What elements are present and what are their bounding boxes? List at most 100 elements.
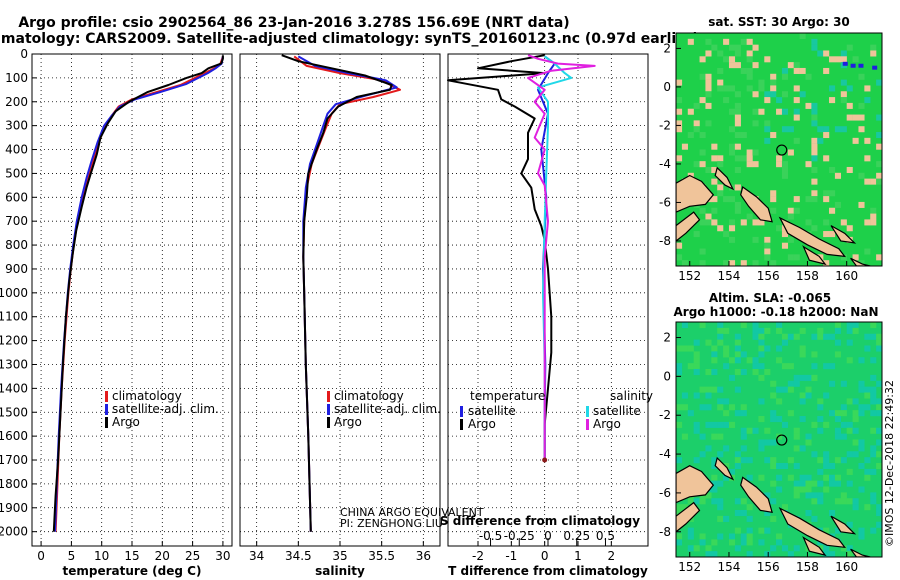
sla-map-cell: [740, 457, 747, 464]
sla-map-cell: [770, 380, 777, 387]
sst-map-cell: [870, 213, 877, 220]
temperature-legend-label-1: satellite-adj. clim.: [112, 402, 219, 416]
sla-map-cell: [864, 504, 871, 511]
sst-map-cell: [858, 102, 865, 109]
sst-map-blue-cell-1: [850, 63, 856, 68]
sst-map-cell: [858, 126, 865, 133]
sla-map-cell: [781, 545, 789, 552]
sla-map-cell: [811, 492, 818, 499]
sla-map-cell: [740, 533, 747, 540]
sst-map-cell: [805, 73, 812, 80]
legend-sal-swatch-0: [586, 406, 589, 417]
sla-map-cell: [793, 333, 800, 340]
sla-map-cell: [687, 410, 694, 417]
sla-map-cell: [834, 457, 841, 464]
sla-map-cell: [734, 333, 741, 340]
sst-map-cell: [781, 166, 789, 173]
sst-map-cell: [711, 178, 718, 185]
difference-xtick-label-3: 1: [574, 549, 582, 563]
sla-map-cell: [711, 369, 718, 376]
sst-map-cell: [823, 155, 830, 162]
sla-map-cell: [834, 527, 841, 534]
sst-map-cell: [817, 50, 824, 57]
sla-map-cell: [840, 410, 847, 417]
sla-map-cell: [840, 421, 847, 428]
sla-map-cell: [799, 474, 806, 481]
sla-map-cell: [740, 404, 747, 411]
sla-map-cell: [746, 527, 753, 534]
sla-map-cell: [781, 504, 789, 511]
sst-map-cell: [740, 219, 747, 226]
difference-end-marker: [542, 457, 548, 463]
sla-map-cell: [811, 498, 818, 505]
sla-map-cell: [840, 498, 847, 505]
sst-map-cell: [811, 108, 818, 115]
sla-map-cell: [717, 339, 724, 346]
sst-map-cell: [823, 196, 830, 203]
sst-map-cell: [852, 254, 859, 261]
sla-map-cell: [723, 398, 730, 405]
sla-map-xtick-label-0: 152: [678, 560, 701, 574]
sla-map-cell: [776, 357, 783, 364]
sst-map-cell: [846, 114, 853, 121]
sla-map-cell: [740, 539, 747, 546]
sla-map-cell: [864, 474, 871, 481]
sst-map-cell: [799, 33, 806, 40]
sst-map-ytick-label-0: 2: [663, 41, 671, 55]
sla-map-cell: [781, 421, 789, 428]
legend-temp-label-1: Argo: [468, 417, 496, 431]
sla-map-cell: [752, 369, 759, 376]
depth-tick-label-9: 900: [5, 262, 28, 276]
sla-map-cell: [834, 410, 841, 417]
sst-map-cell: [781, 73, 789, 80]
sla-map-cell: [858, 445, 865, 452]
sst-map-cell: [746, 149, 753, 156]
sla-map-xtick-label-3: 158: [796, 560, 819, 574]
sla-map-cell: [876, 410, 882, 417]
sla-map-cell: [705, 445, 712, 452]
sla-map-cell: [846, 551, 853, 557]
sla-map-cell: [734, 527, 741, 534]
difference-series-3: [527, 54, 596, 460]
sst-map-cell: [693, 161, 700, 168]
sla-map-cell: [817, 327, 824, 334]
sla-map-island-5: [802, 536, 827, 557]
sst-map-cell: [676, 120, 683, 127]
sla-map-cell: [870, 527, 877, 534]
sst-map-cell: [846, 85, 853, 92]
sst-map-cell: [858, 73, 865, 80]
sst-map-cell: [787, 254, 794, 261]
sst-map-cell: [864, 178, 871, 185]
sst-map-cell: [787, 207, 794, 214]
sla-map-cell: [734, 339, 741, 346]
sst-map-cell: [734, 184, 741, 191]
sla-map-cell: [846, 357, 853, 364]
sst-map-cell: [734, 62, 741, 69]
sst-map-cell: [817, 126, 824, 133]
sla-map-cell: [711, 457, 718, 464]
sst-map-ytick-label-4: -6: [659, 195, 671, 209]
sst-map-cell: [699, 161, 706, 168]
sla-map-island-0: [676, 465, 715, 504]
sla-map-cell: [864, 333, 871, 340]
sla-map-cell: [711, 357, 718, 364]
sst-map-island-6: [850, 257, 871, 266]
sla-map-cell: [705, 404, 712, 411]
sla-map-ytick-label-2: -2: [659, 408, 671, 422]
sla-map-cell: [705, 492, 712, 499]
sla-map-cell: [734, 345, 741, 352]
sst-map-cell: [699, 260, 706, 266]
sla-map-cell: [717, 533, 724, 540]
sla-map-cell: [799, 398, 806, 405]
depth-tick-label-4: 400: [5, 143, 28, 157]
sla-map-cell: [711, 551, 718, 557]
sla-map-cell: [758, 527, 765, 534]
sla-map-cell: [776, 463, 783, 470]
sst-map-cell: [676, 254, 683, 261]
sst-map-cell: [852, 137, 859, 144]
sst-map-cell: [811, 225, 818, 232]
sst-map-cell: [758, 108, 765, 115]
sla-map-cell: [728, 404, 736, 411]
temperature-legend-swatch-2: [105, 417, 108, 428]
sst-map-cell: [734, 102, 741, 109]
